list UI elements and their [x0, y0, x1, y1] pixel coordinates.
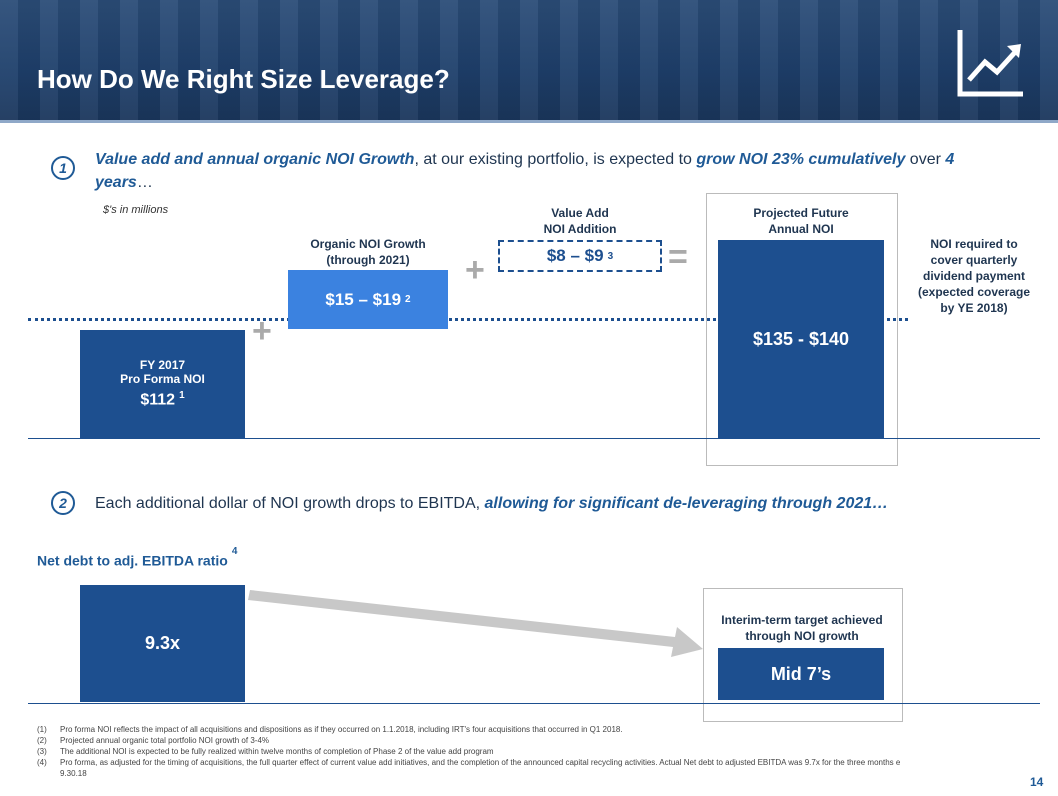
- footnote: (1) Pro forma NOI reflects the impact of …: [37, 725, 623, 734]
- label: Pro Forma NOI: [120, 372, 205, 387]
- marker: (4): [37, 758, 47, 767]
- label: Interim-term target achieved: [721, 613, 883, 627]
- text: , at our existing portfolio, is expected…: [414, 151, 697, 168]
- banner-rule: [0, 120, 1058, 123]
- note-line: NOI required to: [930, 237, 1018, 251]
- footnote-text: Projected annual organic total portfolio…: [60, 736, 270, 745]
- footnote-ref: 4: [231, 546, 238, 557]
- baseline: [28, 703, 1040, 704]
- label: Value Add: [551, 206, 609, 220]
- step-number: 1: [51, 156, 75, 180]
- amount: $15 – $19: [325, 289, 402, 309]
- footnote-ref: 1: [179, 390, 185, 402]
- emphasis: grow NOI 23% cumulatively: [696, 151, 906, 168]
- text: …: [136, 174, 153, 191]
- step-number: 2: [51, 491, 75, 515]
- section-heading: Value add and annual organic NOI Growth,…: [95, 148, 955, 194]
- trend-arrow: [248, 590, 703, 657]
- value-add-box: $8 – $9 3: [498, 240, 662, 272]
- label: FY 2017: [139, 358, 186, 373]
- label: NOI Addition: [543, 222, 617, 236]
- footnote: (2) Projected annual organic total portfo…: [37, 736, 269, 745]
- marker: (3): [37, 747, 47, 756]
- emphasis: 4 years: [95, 151, 955, 191]
- note-line: by YE 2018): [940, 301, 1008, 315]
- organic-label: Organic NOI Growth (through 2021): [286, 236, 450, 268]
- emphasis: allowing for significant de-leveraging t…: [484, 495, 889, 512]
- label: Organic NOI Growth: [310, 237, 426, 251]
- marker: (2): [37, 736, 47, 745]
- note-line: (expected coverage: [917, 285, 1031, 299]
- chart-icon: [957, 30, 1023, 97]
- text: Each additional dollar of NOI growth dro…: [95, 495, 485, 512]
- projected-label: Projected Future Annual NOI: [718, 205, 884, 237]
- amount: 9.3x: [144, 633, 181, 653]
- label: Annual NOI: [768, 222, 834, 236]
- plus-sign: +: [465, 251, 485, 289]
- equals-sign: =: [668, 238, 688, 276]
- ratio-label: Net debt to adj. EBITDA ratio4: [37, 546, 237, 569]
- current-noi-box: FY 2017 Pro Forma NOI $112 1: [80, 330, 245, 438]
- section-heading: Each additional dollar of NOI growth dro…: [95, 495, 888, 513]
- coverage-line: [28, 318, 908, 321]
- target-frame: [703, 588, 903, 722]
- slide-title: How Do We Right Size Leverage?: [37, 64, 450, 94]
- label: Net debt to adj. EBITDA ratio: [37, 552, 228, 569]
- label: Projected Future: [753, 206, 849, 220]
- text: over: [905, 151, 946, 168]
- amount: $135 - $140: [752, 328, 850, 349]
- header-banner: [0, 0, 1058, 120]
- target-label: Interim-term target achieved through NOI …: [703, 612, 901, 644]
- marker: (1): [37, 725, 47, 734]
- plus-sign: +: [252, 312, 272, 350]
- label: (through 2021): [326, 253, 410, 267]
- footnote-text: Pro forma NOI reflects the impact of all…: [60, 725, 623, 734]
- units-note: $'s in millions: [103, 204, 169, 216]
- current-ratio-box: 9.3x: [80, 585, 245, 702]
- footnote-text: The additional NOI is expected to be ful…: [60, 747, 494, 756]
- organic-box: $15 – $19 2: [288, 270, 448, 329]
- footnote-ref: 3: [607, 250, 614, 262]
- footnote: 9.30.18: [60, 769, 87, 778]
- note-line: cover quarterly: [930, 253, 1018, 267]
- amount: $112: [140, 391, 176, 409]
- projected-box: $135 - $140: [718, 240, 884, 438]
- emphasis: Value add and annual organic NOI Growth: [95, 151, 415, 168]
- amount: Mid 7’s: [770, 663, 832, 684]
- amount: $8 – $9: [546, 246, 604, 265]
- banner-texture: [0, 0, 1058, 120]
- target-ratio-box: Mid 7’s: [718, 648, 884, 700]
- footnote-text: 9.30.18: [60, 769, 87, 778]
- note-line: dividend payment: [922, 269, 1026, 283]
- footnote: (3) The additional NOI is expected to be …: [37, 747, 494, 756]
- value-add-label: Value Add NOI Addition: [498, 205, 662, 237]
- footnote-ref: 2: [405, 294, 411, 305]
- page-number: 14: [1030, 775, 1044, 789]
- dividend-note: NOI required to cover quarterly dividend…: [908, 236, 1040, 316]
- baseline: [28, 438, 1040, 439]
- footnote-text: Pro forma, as adjusted for the timing of…: [60, 758, 901, 767]
- footnote: (4) Pro forma, as adjusted for the timing…: [37, 758, 1055, 767]
- label: through NOI growth: [745, 629, 859, 643]
- highlight-frame: [706, 193, 898, 466]
